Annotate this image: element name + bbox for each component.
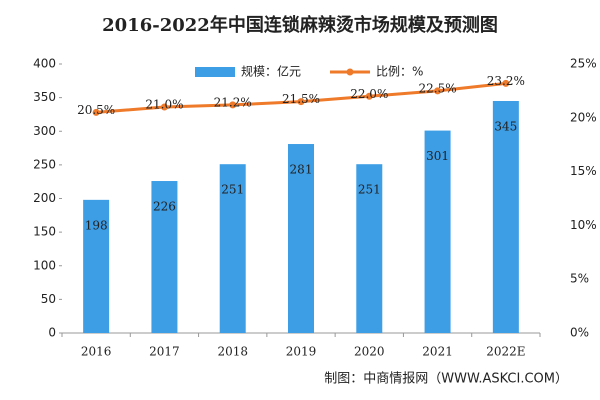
- bar: [151, 181, 178, 333]
- line-point: [365, 92, 373, 100]
- x-tick-label: 2019: [286, 345, 317, 359]
- y-tick-label: 250: [33, 157, 56, 171]
- bar: [424, 130, 451, 333]
- bar-label: 198: [85, 218, 108, 232]
- y-tick-label: 50: [41, 292, 56, 306]
- x-tick-label: 2021: [422, 345, 453, 359]
- bar-label: 301: [426, 149, 449, 163]
- line-label: 21.0%: [145, 98, 183, 112]
- y2-tick-label: 15%: [570, 164, 597, 178]
- y-tick-label: 300: [33, 124, 56, 138]
- line-point: [434, 87, 442, 95]
- y-tick-label: 200: [33, 191, 56, 205]
- y2-tick-label: 10%: [570, 218, 597, 232]
- bar-label: 226: [153, 200, 176, 214]
- legend-swatch: [195, 67, 235, 77]
- line-label: 21.2%: [214, 95, 252, 109]
- bar-label: 251: [221, 183, 244, 197]
- line-label: 23.2%: [487, 74, 525, 88]
- legend-swatch: [346, 68, 354, 76]
- y-tick-label: 400: [33, 57, 56, 71]
- x-tick-label: 2016: [81, 345, 112, 359]
- bar-label: 345: [494, 119, 517, 133]
- legend-label: 比例：%: [376, 65, 423, 79]
- y2-tick-label: 0%: [570, 326, 589, 340]
- y-tick-label: 350: [33, 90, 56, 104]
- y-tick-label: 0: [48, 326, 56, 340]
- line-label: 20.5%: [77, 103, 115, 117]
- x-tick-label: 2018: [217, 345, 248, 359]
- y-tick-label: 150: [33, 225, 56, 239]
- bar: [288, 144, 314, 333]
- line-point: [229, 101, 237, 109]
- line-point: [297, 98, 305, 106]
- bar: [356, 164, 383, 333]
- chart-title: 2016-2022年中国连锁麻辣烫市场规模及预测图: [102, 14, 498, 36]
- legend-label: 规模：亿元: [241, 64, 301, 79]
- y2-tick-label: 25%: [570, 57, 597, 71]
- y2-tick-label: 5%: [570, 272, 589, 286]
- line-label: 22.0%: [350, 87, 388, 101]
- x-tick-label: 2020: [354, 345, 385, 359]
- line-point: [92, 108, 100, 116]
- line-label: 22.5%: [419, 81, 457, 95]
- bar: [83, 199, 110, 333]
- source: 制图：中商情报网（WWW.ASKCI.COM）: [324, 372, 568, 387]
- bar: [219, 164, 246, 333]
- y-tick-label: 100: [33, 258, 56, 272]
- x-tick-label: 2017: [149, 345, 180, 359]
- bar: [492, 100, 519, 333]
- line-point: [502, 79, 510, 87]
- bar-label: 251: [358, 183, 381, 197]
- x-tick-label: 2022E: [486, 345, 525, 359]
- line-point: [160, 103, 168, 111]
- line-label: 21.5%: [282, 92, 320, 106]
- y2-tick-label: 20%: [570, 110, 597, 124]
- bar-label: 281: [290, 163, 313, 177]
